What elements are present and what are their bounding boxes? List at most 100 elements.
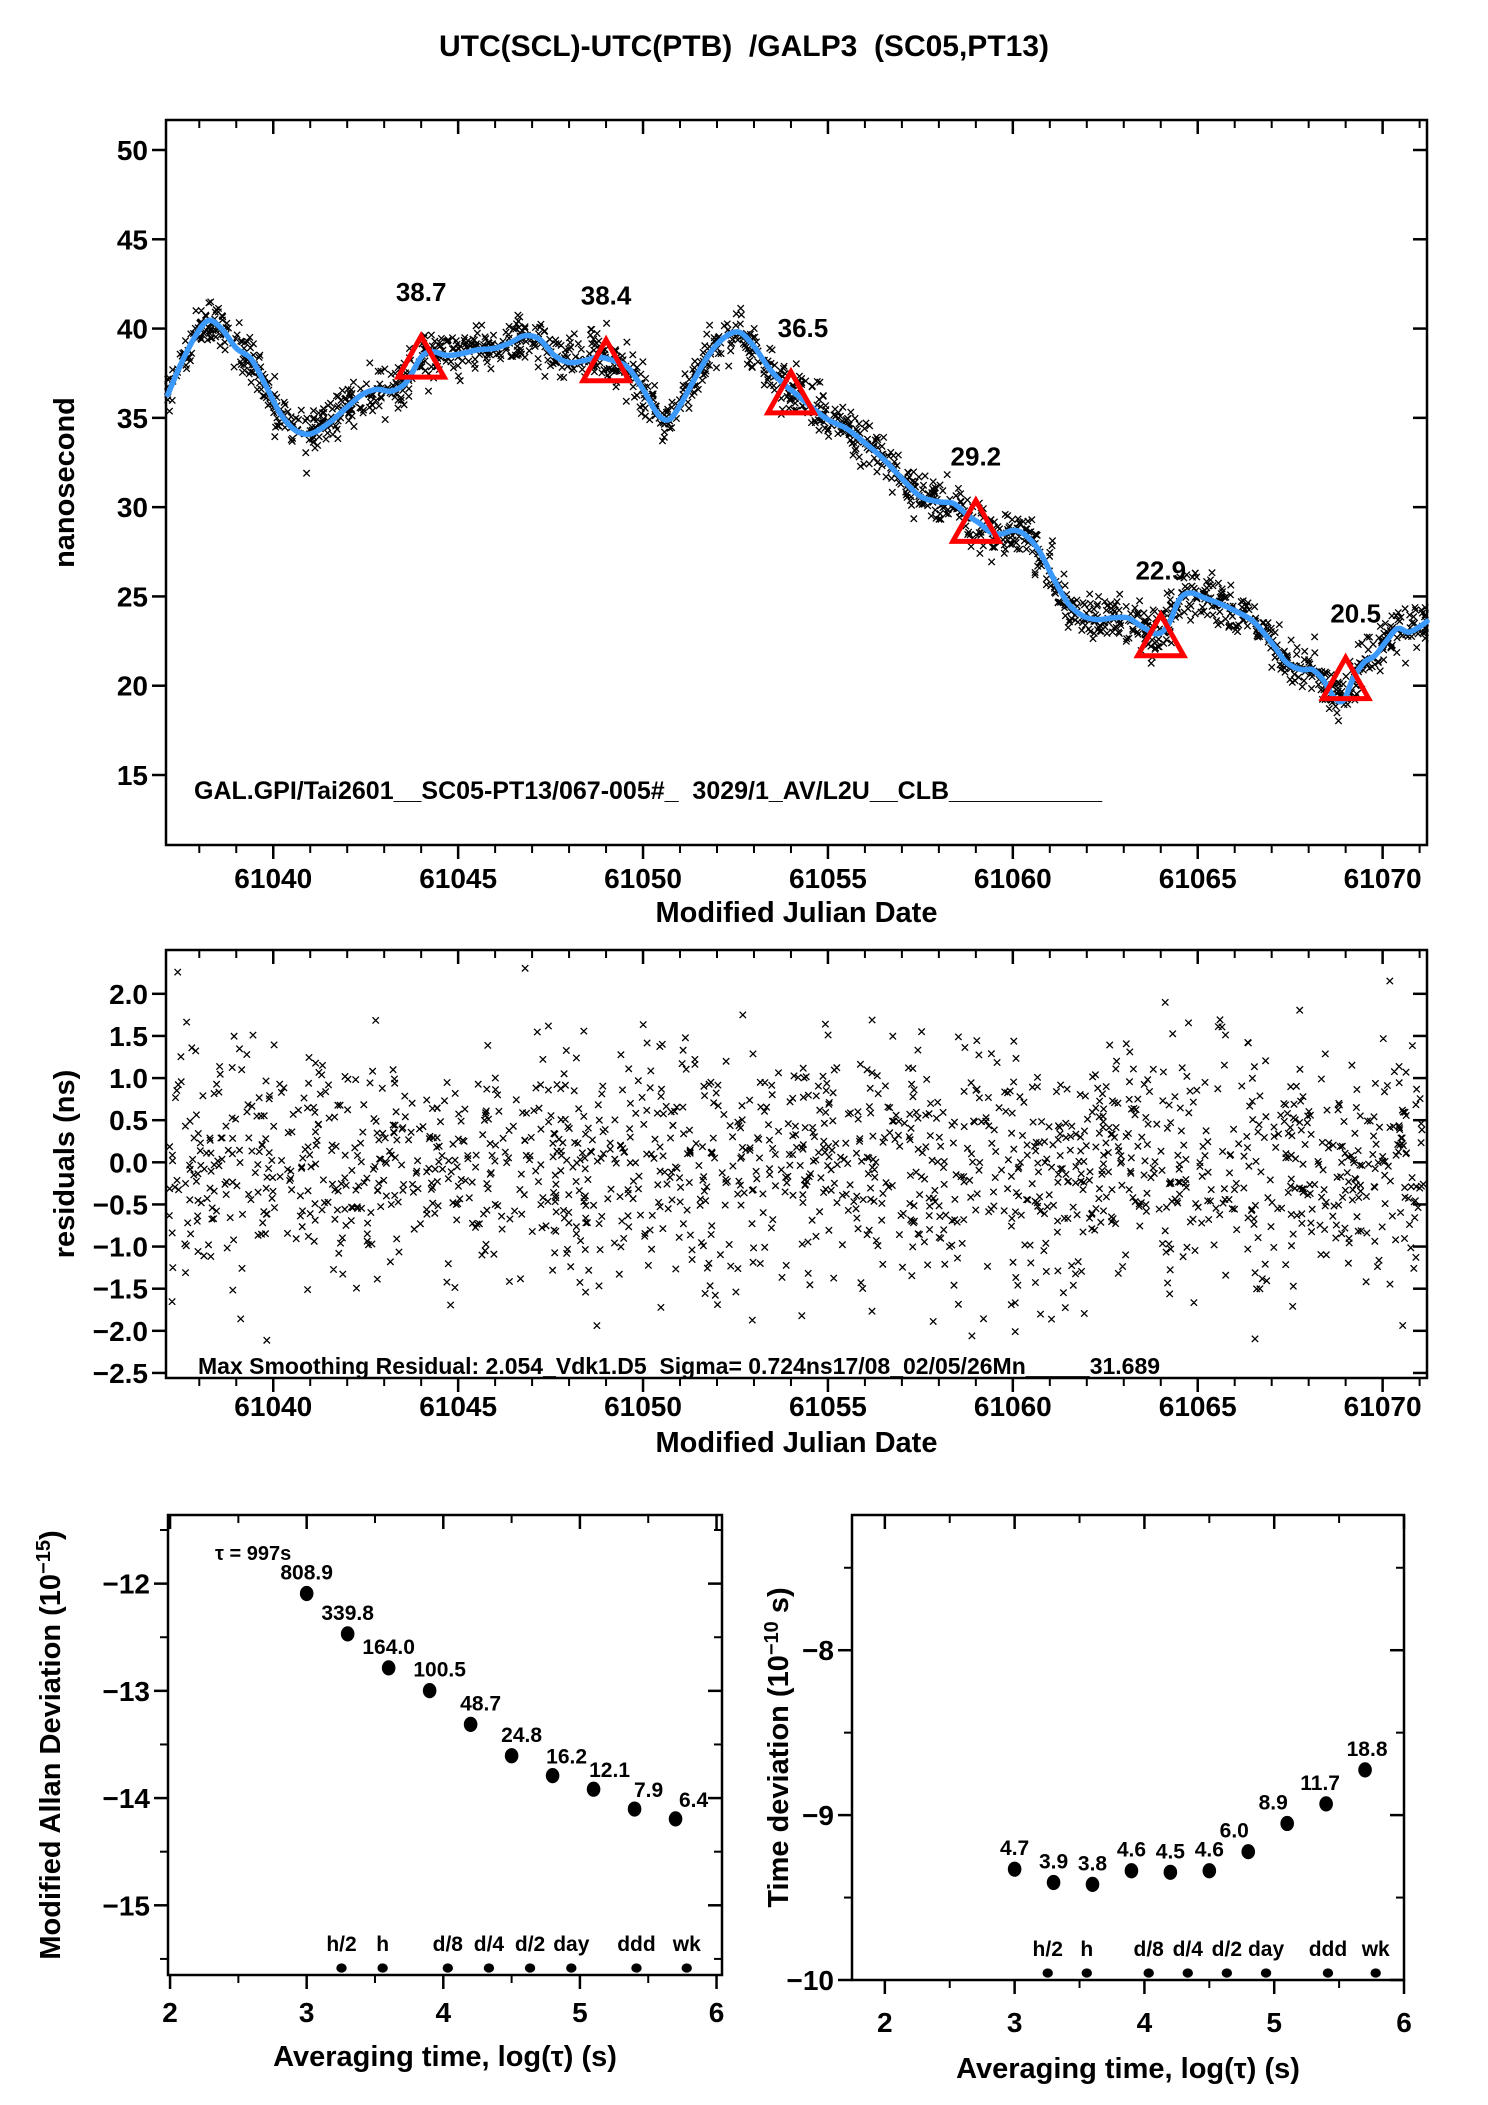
residuals-chart-x-tick-label: 61070 [1344,1391,1422,1422]
deviation-value-label: 808.9 [280,1562,333,1585]
deviation-point [1319,1796,1333,1812]
deviation-value-label: 164.0 [362,1636,415,1659]
tdev-chart-x-tick-label: 5 [1266,2007,1282,2038]
calendar-dot [1042,1968,1053,1978]
deviation-value-label: 7.9 [634,1779,663,1802]
calendar-dot [1260,1968,1272,1978]
deviation-point [1163,1864,1178,1880]
mdev-chart-y-tick-label: −12 [103,1569,151,1600]
residuals-chart-x-tick-label: 61060 [974,1391,1052,1422]
residuals-chart-x-tick-label: 61065 [1159,1391,1237,1422]
calendar-dot [483,1963,495,1973]
residuals-chart-y-tick-label: −0.5 [93,1189,148,1220]
residuals-chart-y-tick-label: −2.5 [93,1358,148,1389]
mdev-chart-calendar-markers: h/2 h d/8 d/4 d/2 day ddd wk [326,1933,701,1973]
top-chart-y-tick-label: 20 [117,671,148,702]
deviation-value-label: 339.8 [321,1602,374,1625]
top-chart-y-tick-label: 35 [117,403,148,434]
mdev-chart-x-tick-label: 6 [709,1997,725,2028]
deviation-point [422,1683,437,1699]
calendar-label: ddd [1309,1938,1347,1961]
top-chart-x-tick-label: 61055 [789,863,867,894]
top-chart-x-tick-label: 61060 [974,863,1052,894]
tdev-chart-x-axis-label: Averaging time, log(τ) (s) [956,2053,1300,2085]
top-chart-x-tick-label: 61045 [419,863,497,894]
tdev-chart-x-tick-label: 2 [877,2007,893,2038]
residuals-chart-y-tick-label: −1.0 [93,1232,148,1263]
mdev-chart-y-axis-label: Modified Allan Deviation (10−15) [33,1530,67,1959]
mdev-chart-x-tick-label: 5 [572,1997,588,2028]
triangle-value-label: 38.7 [396,277,447,307]
plot-frame [164,118,1429,847]
deviation-value-label: 24.8 [501,1724,542,1747]
plot-frame [166,1513,724,1977]
top-chart-x-tick-label: 61065 [1159,863,1237,894]
deviation-point [545,1768,560,1784]
red-triangle-marker [578,334,634,384]
calendar-dot [1143,1968,1154,1978]
residuals-chart-y-tick-label: −2.0 [93,1316,148,1347]
deviation-value-label: 3.8 [1078,1852,1108,1875]
triangle-value-label: 38.4 [581,281,632,311]
calendar-dot [1322,1968,1334,1978]
red-triangle-marker [948,495,1004,544]
top-chart-y-tick-label: 30 [117,492,148,523]
residuals-chart-x-axis-label: Modified Julian Date [656,1427,938,1459]
triangle-value-label: 29.2 [951,441,1002,471]
calendar-label: wk [672,1933,701,1956]
calendar-dot [1370,1968,1381,1978]
tdev-chart-x-tick-label: 4 [1137,2007,1153,2038]
red-triangle-marker [763,366,819,416]
residuals-chart-y-tick-label: 1.5 [109,1021,148,1052]
calendar-dot [442,1963,454,1973]
tdev-chart-y-axis-label: Time deviation (10−10 s) [761,1587,795,1907]
top-chart-scatter-points [164,298,1429,725]
deviation-point [1085,1876,1100,1892]
red-triangle-marker [1318,652,1373,702]
calendar-label: d/2 [1212,1938,1242,1961]
calendar-dot [524,1963,536,1973]
triangle-value-label: 36.5 [778,313,829,343]
deviation-point [1241,1844,1256,1860]
residuals-chart-y-tick-label: 0.5 [109,1105,148,1136]
top-chart-axes: 61040 61045 61050 61055 61060 61065 61070 15 20 2… [49,118,1429,929]
residuals-chart-x-tick-label: 61050 [604,1391,682,1422]
deviation-value-label: 6.0 [1220,1820,1249,1843]
deviation-point [627,1801,642,1817]
calendar-label: ddd [617,1933,655,1956]
top-chart-y-tick-label: 25 [117,581,148,612]
calendar-label: d/4 [474,1933,505,1956]
calendar-label: d/4 [1173,1938,1204,1961]
top-chart-x-tick-label: 61040 [234,863,312,894]
mdev-chart-x-tick-label: 3 [299,1997,315,2028]
residuals-chart-y-tick-label: 2.0 [109,979,148,1010]
residuals-chart-y-tick-label: 0.0 [109,1147,148,1178]
deviation-value-label: 100.5 [413,1659,466,1682]
top-chart-triangle-markers: 38.7 38.4 36.5 29.2 22.9 20.5 [393,277,1381,702]
mdev-chart-x-tick-label: 2 [162,1997,178,2028]
mdev-chart-y-tick-label: −14 [103,1783,151,1814]
calendar-dot [336,1963,347,1973]
calendar-label: d/8 [433,1933,464,1956]
deviation-point [381,1660,396,1676]
top-chart-smoothed-line [165,317,1430,705]
deviation-value-label: 4.5 [1156,1840,1186,1863]
deviation-value-label: 11.7 [1300,1772,1340,1795]
deviation-point [1124,1863,1139,1879]
residuals-chart-x-tick-label: 61055 [789,1391,867,1422]
deviation-value-label: 8.9 [1259,1791,1288,1814]
calendar-dot [681,1963,692,1973]
deviation-point [1007,1861,1022,1877]
page-title: UTC(SCL)-UTC(PTB) /GALP3 (SC05,PT13) [438,30,1050,63]
plot-frame [164,948,1429,1380]
residuals-chart-y-tick-label: −1.5 [93,1274,148,1305]
deviation-point [1202,1863,1217,1879]
deviation-point [340,1626,355,1642]
calendar-label: h/2 [326,1933,356,1956]
deviation-point [463,1716,478,1732]
calendar-dot [566,1963,577,1973]
deviation-value-label: 6.4 [679,1789,709,1812]
calendar-label: day [553,1933,590,1956]
